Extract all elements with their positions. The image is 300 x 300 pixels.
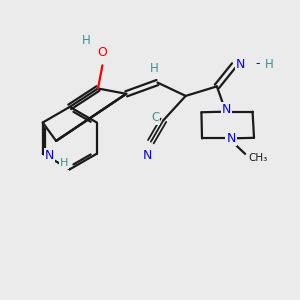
Text: H: H — [82, 34, 91, 47]
Text: O: O — [98, 46, 107, 59]
Text: CH₃: CH₃ — [249, 153, 268, 163]
Text: N: N — [226, 132, 236, 145]
Text: N: N — [142, 149, 152, 162]
Text: H: H — [60, 158, 69, 168]
Text: N: N — [236, 58, 245, 71]
Text: -: - — [256, 57, 260, 70]
Text: C: C — [151, 111, 159, 124]
Text: N: N — [222, 103, 231, 116]
Text: H: H — [149, 62, 158, 75]
Text: N: N — [45, 149, 54, 162]
Text: H: H — [265, 58, 274, 71]
